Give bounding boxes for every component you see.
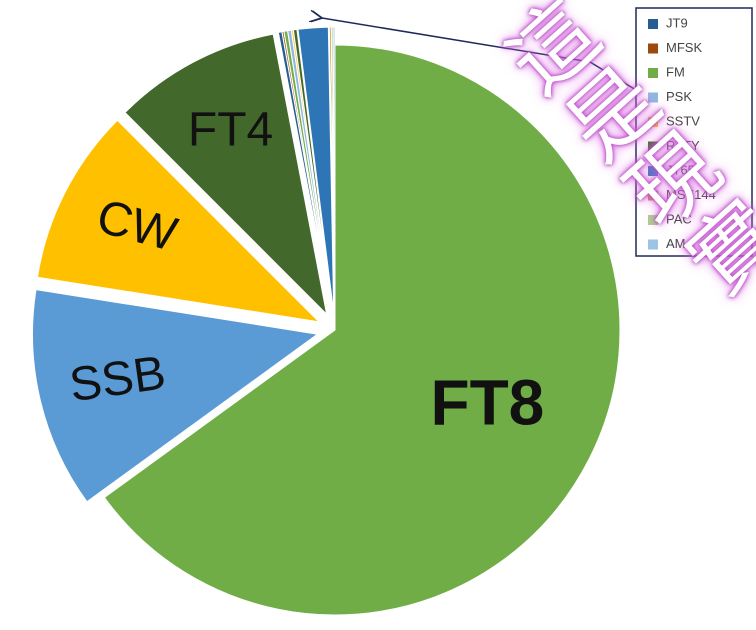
- legend-swatch: [648, 141, 658, 152]
- legend-swatch: [648, 19, 658, 29]
- legend-swatch: [648, 239, 658, 250]
- legend-label: PSK: [666, 89, 692, 104]
- legend: JT9 MFSK FM PSK SSTV RTTY JT65 MSK144 PAC AM: [648, 15, 716, 251]
- pie-slice: [36, 119, 321, 323]
- pie-slice: [332, 26, 336, 313]
- slice-label: SSB: [66, 346, 168, 412]
- legend-swatch: [648, 215, 658, 225]
- legend-label: SSTV: [666, 113, 700, 128]
- legend-swatch: [648, 190, 658, 201]
- slice-label: FT4: [188, 103, 273, 156]
- legend-label: AM: [666, 236, 686, 251]
- legend-pointer: [322, 18, 637, 91]
- legend-swatch: [648, 43, 658, 54]
- legend-label: PAC: [666, 211, 692, 226]
- pie-slice: [124, 33, 328, 316]
- pie-slice: [32, 289, 319, 503]
- legend-label: RTTY: [666, 138, 700, 153]
- pie-slice: [103, 44, 621, 616]
- pie-slice: [297, 26, 335, 313]
- legend-swatch: [648, 92, 658, 103]
- legend-swatch: [648, 117, 658, 127]
- pie-slice: [292, 28, 334, 313]
- slice-label: FT8: [430, 367, 544, 439]
- legend-label: MFSK: [666, 40, 702, 55]
- legend-swatch: [648, 68, 658, 78]
- legend-label: JT65: [666, 162, 695, 177]
- legend-label: MSK144: [666, 187, 716, 202]
- legend-label: FM: [666, 64, 685, 79]
- legend-swatch: [648, 166, 658, 176]
- legend-label: JT9: [666, 15, 688, 30]
